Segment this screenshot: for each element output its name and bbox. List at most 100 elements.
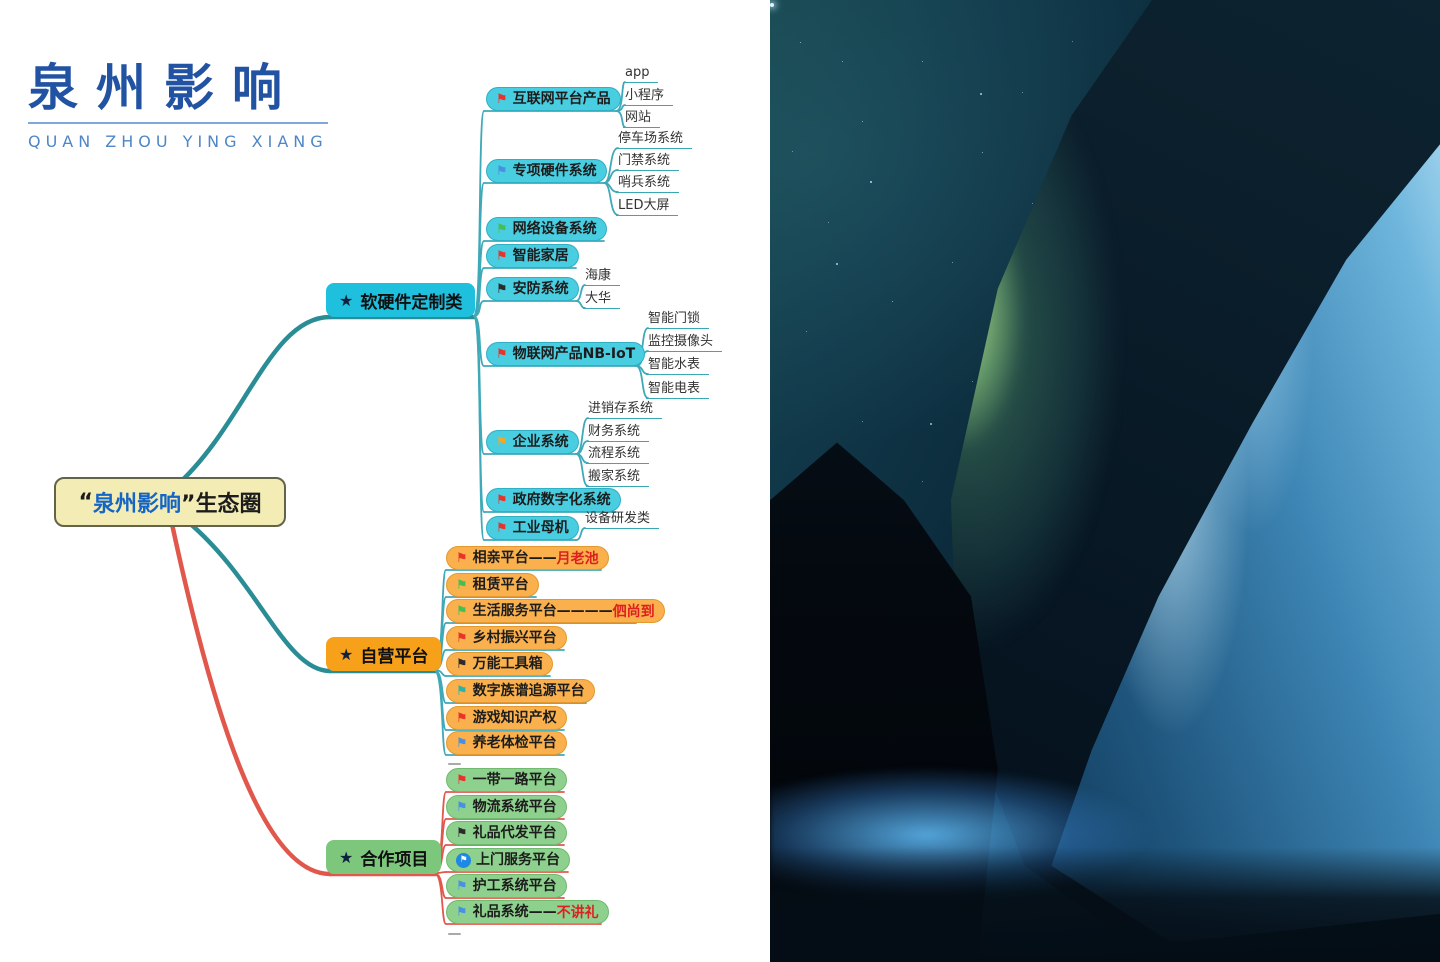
topic-digital-genealogy-platform[interactable]: ⚑ 数字族谱追源平台: [446, 679, 595, 703]
star-icon: ★: [339, 290, 354, 310]
flag-icon: ⚑: [456, 772, 468, 788]
topic-label: 网络设备系统: [512, 221, 597, 237]
topic-label: 安防系统: [512, 281, 569, 297]
circle-flag-icon: ⚑: [456, 852, 471, 868]
topic-network-equipment-systems[interactable]: ⚑ 网络设备系统: [486, 217, 607, 241]
topic-rural-revitalization-platform[interactable]: ⚑ 乡村振兴平台: [446, 626, 567, 650]
subtopic-led-screen[interactable]: LED大屏: [616, 198, 679, 216]
branch-label: 合作项目: [360, 849, 429, 870]
topic-label: 数字族谱追源平台: [472, 683, 585, 699]
topic-belt-and-road-platform[interactable]: ⚑ 一带一路平台: [446, 768, 567, 792]
topic-label: 养老体检平台: [472, 735, 557, 751]
subtopic-smart-water-meter[interactable]: 智能水表: [646, 357, 710, 375]
flag-icon: ⚑: [496, 248, 508, 264]
flag-icon: ⚑: [496, 492, 508, 508]
topic-iot-products-nb-iot[interactable]: ⚑ 物联网产品NB-IoT: [486, 342, 646, 366]
center-quote-open: “: [78, 489, 93, 515]
flag-icon: ⚑: [456, 825, 468, 841]
topic-label: 物联网产品NB-IoT: [512, 346, 636, 362]
night-mountain-photo: [770, 0, 1440, 962]
topic-gift-system[interactable]: ⚑ 礼品系统—— 不讲礼: [446, 900, 609, 924]
branch-custom-software-hardware[interactable]: ★ 软硬件定制类: [326, 283, 476, 317]
center-suffix: ”生态圈: [181, 492, 262, 517]
topic-caregiver-system-platform[interactable]: ⚑ 护工系统平台: [446, 874, 567, 898]
topic-enterprise-systems[interactable]: ⚑ 企业系统: [486, 430, 579, 454]
branch-self-operated-platforms[interactable]: ★ 自营平台: [326, 637, 442, 671]
bright-star: [770, 3, 774, 7]
mindmap-panel: 泉州影响 QUAN ZHOU YING XIANG “泉州影响 ”生态圈 ★ 软硬…: [28, 59, 723, 935]
flag-icon: ⚑: [456, 656, 468, 672]
subtopic-website[interactable]: 网站: [623, 110, 661, 128]
branch-cooperation-projects[interactable]: ★ 合作项目: [326, 840, 442, 874]
topic-security-systems[interactable]: ⚑ 安防系统: [486, 277, 579, 301]
subtopic-dahua[interactable]: 大华: [583, 291, 621, 309]
foreground-shadow: [770, 846, 1440, 962]
topic-industrial-machine-tools[interactable]: ⚑ 工业母机: [486, 516, 579, 540]
topic-special-hardware-systems[interactable]: ⚑ 专项硬件系统: [486, 159, 607, 183]
topic-rental-platform[interactable]: ⚑ 租赁平台: [446, 573, 539, 597]
flag-icon: ⚑: [456, 630, 468, 646]
topic-label: 工业母机: [512, 520, 569, 536]
topic-label: 一带一路平台: [472, 772, 557, 788]
topic-label: 上门服务平台: [476, 852, 560, 868]
brand-title: 泉州影响: [28, 59, 300, 117]
subtopic-sentry-system[interactable]: 哨兵系统: [616, 175, 680, 193]
logo-divider: [28, 121, 328, 124]
topic-highlight: 不讲礼: [556, 905, 599, 921]
subtopic-app[interactable]: app: [623, 65, 659, 83]
topic-label: 游戏知识产权: [472, 710, 557, 726]
topic-life-services-platform[interactable]: ⚑ 生活服务平台———— 伵尚到: [446, 599, 665, 623]
topic-matchmaking-platform[interactable]: ⚑ 相亲平台—— 月老池: [446, 546, 609, 570]
topic-label: 智能家居: [512, 248, 569, 264]
topic-game-ip[interactable]: ⚑ 游戏知识产权: [446, 706, 567, 730]
flag-icon: ⚑: [456, 603, 468, 619]
subtopic-smart-electric-meter[interactable]: 智能电表: [646, 381, 710, 399]
center-brand: 泉州影响: [92, 492, 181, 517]
central-topic[interactable]: “泉州影响 ”生态圈: [54, 477, 286, 527]
subtopic-equipment-rd[interactable]: 设备研发类: [583, 511, 660, 529]
branch-label: 自营平台: [360, 646, 429, 667]
topic-label: 政府数字化系统: [512, 492, 611, 508]
star-icon: ★: [339, 644, 354, 664]
subtopic-inventory-system[interactable]: 进销存系统: [586, 401, 663, 419]
topic-door-to-door-service-platform[interactable]: ⚑ 上门服务平台: [446, 848, 570, 872]
topic-label: 租赁平台: [472, 577, 529, 593]
star-icon: ★: [339, 847, 354, 867]
flag-icon: ⚑: [496, 520, 508, 536]
brand-subtitle: QUAN ZHOU YING XIANG: [28, 131, 328, 151]
flag-icon: ⚑: [456, 878, 468, 894]
subtopic-surveillance-camera[interactable]: 监控摄像头: [646, 334, 723, 352]
flag-icon: ⚑: [496, 163, 508, 179]
topic-label: 礼品系统——: [472, 904, 557, 920]
subtopic-finance-system[interactable]: 财务系统: [586, 424, 650, 442]
topic-gift-dropshipping-platform[interactable]: ⚑ 礼品代发平台: [446, 821, 567, 845]
topic-label: 乡村振兴平台: [472, 630, 557, 646]
topic-label: 万能工具箱: [472, 656, 543, 672]
subtopic-mini-program[interactable]: 小程序: [623, 88, 674, 106]
subtopic-moving-system[interactable]: 搬家系统: [586, 469, 650, 487]
flag-icon: ⚑: [496, 91, 508, 107]
subtopic-smart-door-lock[interactable]: 智能门锁: [646, 311, 710, 329]
subtopic-parking-system[interactable]: 停车场系统: [616, 131, 693, 149]
branch-label: 软硬件定制类: [360, 292, 463, 313]
topic-universal-toolbox[interactable]: ⚑ 万能工具箱: [446, 652, 553, 676]
topic-label: 护工系统平台: [472, 878, 557, 894]
topic-label: 企业系统: [512, 434, 569, 450]
topic-label: 礼品代发平台: [472, 825, 557, 841]
subtopic-process-system[interactable]: 流程系统: [586, 446, 650, 464]
topic-internet-platform-products[interactable]: ⚑ 互联网平台产品: [486, 87, 621, 111]
topic-elderly-health-check-platform[interactable]: ⚑ 养老体检平台: [446, 731, 567, 755]
flag-icon: ⚑: [456, 683, 468, 699]
subtopic-hikvision[interactable]: 海康: [583, 268, 621, 286]
flag-icon: ⚑: [456, 577, 468, 593]
topic-label: 互联网平台产品: [512, 91, 611, 107]
subtopic-access-control-system[interactable]: 门禁系统: [616, 153, 680, 171]
topic-government-digitalization[interactable]: ⚑ 政府数字化系统: [486, 488, 621, 512]
topic-logistics-system-platform[interactable]: ⚑ 物流系统平台: [446, 795, 567, 819]
topic-highlight: 月老池: [556, 551, 599, 567]
flag-icon: ⚑: [456, 735, 468, 751]
topic-label: 物流系统平台: [472, 799, 557, 815]
flag-icon: ⚑: [496, 434, 508, 450]
topic-smart-home[interactable]: ⚑ 智能家居: [486, 244, 579, 268]
flag-icon: ⚑: [456, 904, 468, 920]
